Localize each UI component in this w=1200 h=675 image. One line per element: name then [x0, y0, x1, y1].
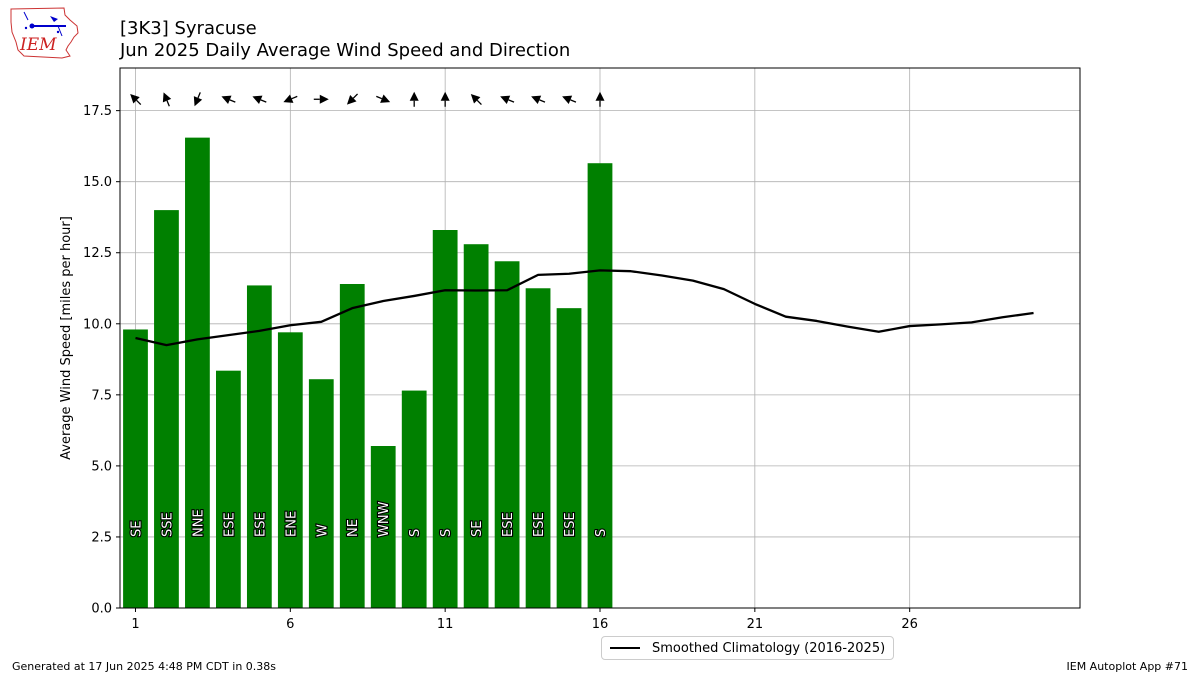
y-tick-label: 12.5 — [83, 246, 112, 261]
wind-arrow-shaft — [166, 100, 170, 107]
direction-labels: SE SSE NNE ESE ESE ENE W NE WNW S S SE ESE ESE ESE S — [128, 500, 610, 538]
direction-label: SE — [129, 520, 144, 536]
bar — [401, 390, 427, 608]
y-axis-label: Average Wind Speed [miles per hour] — [59, 216, 74, 460]
bar — [246, 285, 272, 608]
wind-arrow-shaft — [508, 99, 515, 103]
direction-label: S — [408, 529, 423, 537]
bar — [154, 210, 179, 608]
direction-label: ESE — [563, 512, 578, 537]
climatology-line — [135, 269, 1034, 347]
x-tick-label: 6 — [286, 617, 294, 632]
bar — [432, 230, 458, 608]
direction-label: ENE — [284, 511, 299, 537]
y-tick-label: 5.0 — [91, 459, 112, 474]
x-axis-ticks: 1 6 11 16 21 26 — [131, 608, 918, 632]
y-tick-label: 0.0 — [91, 602, 112, 617]
direction-label: S — [439, 529, 454, 537]
climatology-line-layer — [135, 269, 1034, 347]
wind-arrow-shaft — [136, 99, 142, 106]
y-axis-ticks: 0.0 2.5 5.0 7.5 10.0 12.5 15.0 17.5 — [83, 104, 120, 617]
wind-arrow-head — [319, 94, 329, 104]
bar — [277, 332, 303, 608]
direction-label: W — [315, 524, 330, 537]
wind-arrow-head — [500, 95, 511, 104]
bar — [339, 284, 365, 608]
direction-label: S — [594, 529, 609, 537]
chart-title: Jun 2025 Daily Average Wind Speed and Di… — [120, 40, 571, 61]
direction-label: NE — [346, 519, 361, 537]
bar — [525, 288, 551, 608]
y-tick-label: 10.0 — [83, 317, 112, 332]
wind-arrow-shaft — [229, 99, 236, 103]
bar — [216, 370, 241, 608]
wind-arrow-head — [440, 91, 450, 101]
legend-label: Smoothed Climatology (2016-2025) — [652, 640, 886, 656]
bar — [587, 163, 613, 609]
wind-arrow-shaft — [197, 92, 201, 99]
logo-text: IEM — [19, 35, 57, 55]
generated-timestamp: Generated at 17 Jun 2025 4:48 PM CDT in … — [12, 660, 277, 673]
wind-arrow-shaft — [570, 99, 577, 103]
wind-arrow-head — [283, 94, 294, 103]
wind-arrow-shaft — [476, 99, 482, 106]
wind-arrow-shaft — [260, 99, 267, 103]
direction-label: ESE — [253, 512, 268, 537]
legend-line-swatch — [610, 647, 640, 649]
x-tick-label: 11 — [437, 617, 454, 632]
wind-arrow-shaft — [352, 93, 359, 99]
wind-arrow-head — [221, 95, 232, 104]
wind-arrow-shaft — [291, 95, 298, 100]
direction-label: NNE — [191, 509, 206, 537]
direction-label: SE — [470, 520, 485, 536]
direction-label: SSE — [160, 512, 175, 537]
x-tick-label: 26 — [901, 617, 918, 632]
bar — [123, 329, 148, 608]
wind-arrow-head — [595, 91, 605, 101]
wind-arrow-head — [193, 96, 203, 107]
bar — [308, 379, 334, 608]
wind-arrow-head — [409, 91, 419, 101]
wind-arrow-head — [562, 95, 573, 104]
wind-arrow-head — [346, 95, 357, 105]
direction-label: ESE — [222, 512, 237, 537]
legend: Smoothed Climatology (2016-2025) — [601, 636, 895, 660]
bar — [370, 446, 396, 608]
y-tick-label: 15.0 — [83, 175, 112, 190]
x-tick-label: 1 — [131, 617, 139, 632]
y-tick-label: 7.5 — [91, 388, 112, 403]
wind-arrow-head — [380, 94, 391, 103]
y-tick-label: 2.5 — [91, 530, 112, 545]
iem-logo-icon: IEM — [10, 7, 79, 59]
wind-arrow-head — [470, 93, 481, 104]
chart-title-station: [3K3] Syracuse — [120, 18, 257, 39]
direction-label: WNW — [377, 501, 392, 537]
bar — [463, 244, 489, 609]
direction-label: ESE — [501, 512, 516, 537]
wind-arrow-head — [130, 93, 140, 104]
direction-arrows — [130, 91, 605, 107]
direction-label: ESE — [532, 512, 547, 537]
wind-arrow-head — [252, 95, 263, 104]
x-tick-label: 21 — [747, 617, 764, 632]
bar — [494, 261, 520, 608]
bar-series — [123, 137, 613, 609]
wind-arrow-shaft — [376, 95, 383, 100]
x-tick-label: 16 — [592, 617, 609, 632]
app-credit: IEM Autoplot App #71 — [1066, 660, 1189, 673]
wind-arrow-shaft — [539, 99, 546, 103]
wind-arrow-head — [162, 92, 172, 103]
wind-arrow-head — [531, 95, 542, 104]
bar — [185, 137, 210, 608]
bar — [556, 308, 582, 608]
y-tick-label: 17.5 — [83, 104, 112, 119]
